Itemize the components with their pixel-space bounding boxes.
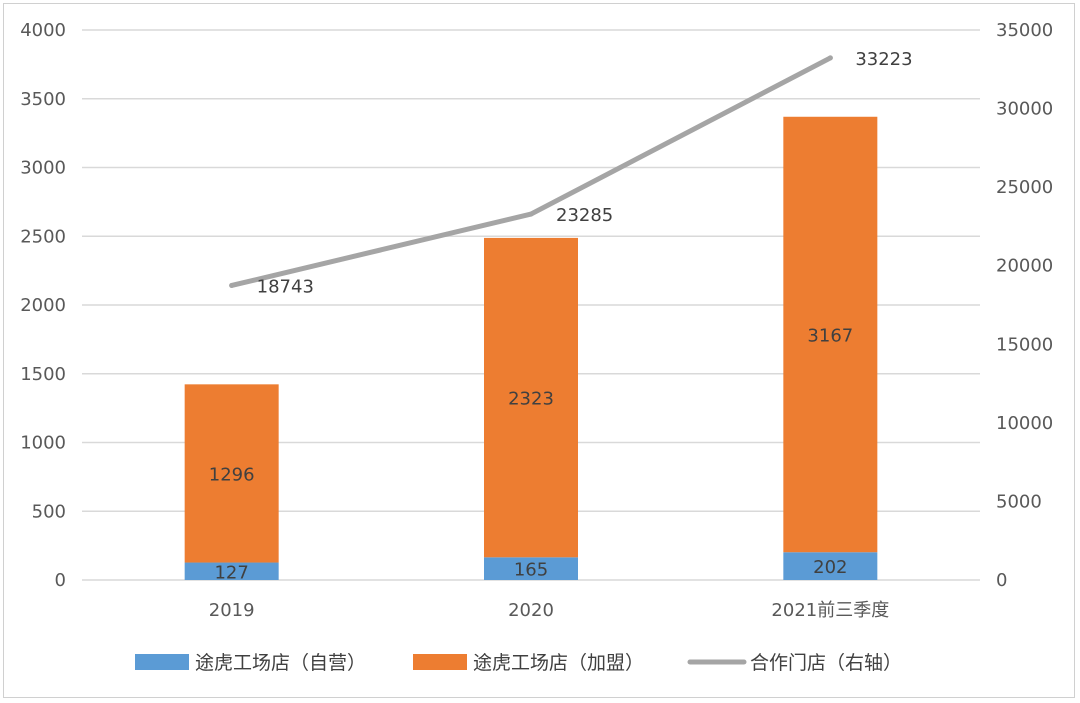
line-point <box>528 211 534 217</box>
left-tick-label: 1500 <box>20 364 66 385</box>
line-value-label: 23285 <box>556 205 613 226</box>
line-point <box>229 282 235 288</box>
bar-value-label: 127 <box>214 562 248 583</box>
bar-value-label: 2323 <box>508 389 554 410</box>
left-axis-ticks: 0 500 1000 1500 2000 2500 3000 3500 4000 <box>20 20 66 591</box>
line-value-label: 18743 <box>257 276 314 297</box>
right-tick-label: 25000 <box>996 177 1053 198</box>
left-tick-label: 4000 <box>20 20 66 41</box>
left-tick-label: 2000 <box>20 295 66 316</box>
line-value-label: 33223 <box>855 49 912 70</box>
right-tick-label: 5000 <box>996 491 1042 512</box>
legend-label: 合作门店（右轴） <box>750 652 902 674</box>
right-tick-label: 0 <box>996 570 1007 591</box>
right-axis-ticks: 0 5000 10000 15000 20000 25000 30000 35000 <box>996 20 1053 591</box>
bar-segment <box>783 552 878 580</box>
left-tick-label: 2500 <box>20 226 66 247</box>
legend-swatch <box>135 654 189 670</box>
right-tick-label: 30000 <box>996 99 1053 120</box>
legend: 途虎工场店（自营） 途虎工场店（加盟） 合作门店（右轴） <box>135 652 902 674</box>
right-tick-label: 10000 <box>996 413 1053 434</box>
left-tick-label: 500 <box>32 501 66 522</box>
left-tick-label: 3500 <box>20 89 66 110</box>
legend-label: 途虎工场店（加盟） <box>473 652 644 674</box>
chart-frame <box>3 3 1075 698</box>
left-tick-label: 3000 <box>20 158 66 179</box>
bar-segment <box>184 562 279 580</box>
data-labels: 127 1296 165 2323 202 3167 18743 23285 33223 <box>209 49 913 583</box>
bar-value-label: 165 <box>514 560 548 581</box>
bar-value-label: 202 <box>813 557 847 578</box>
bar-segment <box>484 557 578 580</box>
bar-value-label: 3167 <box>807 325 853 346</box>
right-tick-label: 35000 <box>996 20 1053 41</box>
line-point <box>827 55 833 61</box>
right-tick-label: 15000 <box>996 334 1053 355</box>
bar-value-label: 1296 <box>209 464 255 485</box>
legend-label: 途虎工场店（自营） <box>195 652 366 674</box>
bar-segment <box>484 237 578 558</box>
category-label: 2020 <box>508 600 554 621</box>
category-label: 2021前三季度 <box>771 600 889 621</box>
left-tick-label: 0 <box>55 570 66 591</box>
bar-segment <box>783 116 878 553</box>
bar-series <box>184 116 878 580</box>
legend-swatch <box>413 654 467 670</box>
category-labels: 2019 2020 2021前三季度 <box>209 600 889 621</box>
bar-segment <box>184 384 279 563</box>
line-series <box>229 55 833 288</box>
right-tick-label: 20000 <box>996 256 1053 277</box>
category-label: 2019 <box>209 600 255 621</box>
left-tick-label: 1000 <box>20 433 66 454</box>
